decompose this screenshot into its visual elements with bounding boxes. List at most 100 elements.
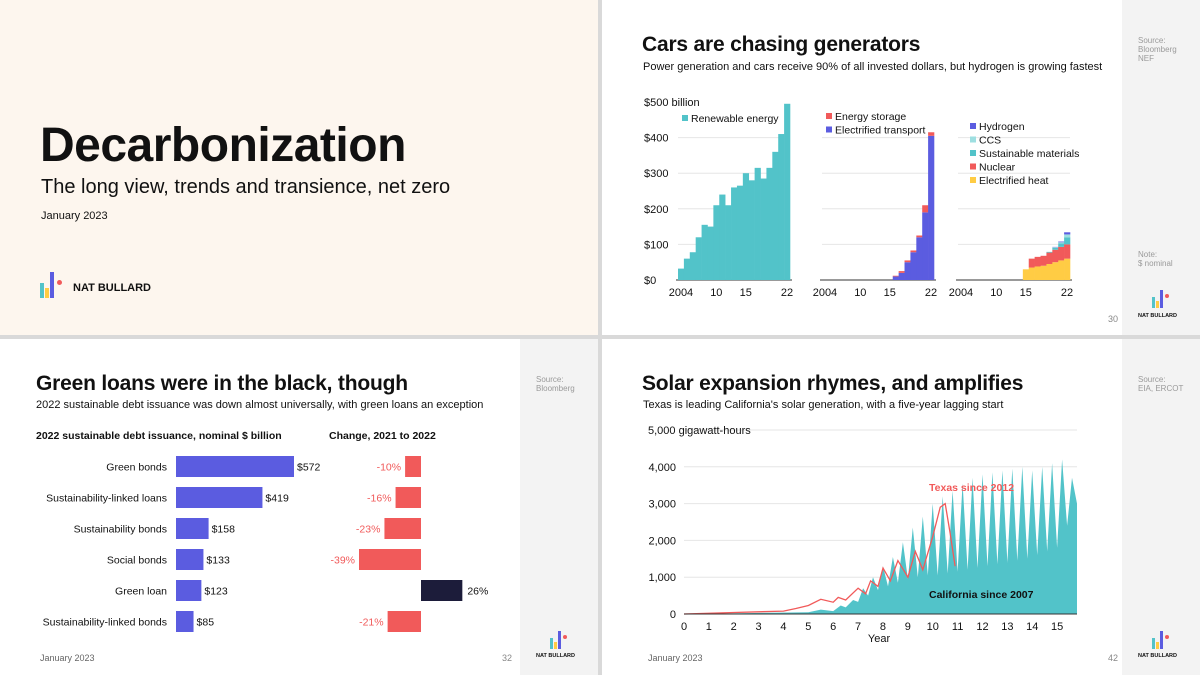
bar-segment [1046, 252, 1053, 264]
category-label: Green loan [115, 586, 167, 598]
legend-swatch [970, 177, 976, 183]
x-tick-label: 10 [854, 287, 866, 299]
change-label: -39% [330, 555, 355, 567]
value-label: $123 [204, 586, 228, 598]
change-bar [421, 580, 463, 601]
bar-segment [1034, 256, 1041, 267]
y-tick-label: 0 [670, 609, 676, 621]
x-tick-label: 9 [905, 621, 911, 633]
bar-segment [928, 135, 935, 280]
x-tick-label: 12 [976, 621, 988, 633]
value-label: $133 [206, 555, 230, 567]
bar-segment [678, 268, 685, 280]
x-tick-label: 2004 [813, 287, 837, 299]
bar-segment [1064, 244, 1071, 259]
y-tick-label: 4,000 [648, 462, 676, 474]
legend-swatch [970, 123, 976, 129]
slide-debt: Source: Bloomberg NAT BULLARD Green loans… [0, 339, 598, 675]
bar-segment [1052, 262, 1059, 280]
change-bar [387, 611, 421, 632]
x-tick-label: 15 [1020, 287, 1032, 299]
x-tick-label: 10 [927, 621, 939, 633]
change-label: 26% [467, 586, 488, 598]
side-rail: Source: EIA, ERCOT NAT BULLARD [1122, 339, 1200, 675]
chart-subtitle: 2022 sustainable debt issuance was down … [36, 399, 484, 411]
debt-chart: 2022 sustainable debt issuance, nominal … [36, 430, 488, 632]
bar-segment [1052, 249, 1059, 263]
bar-segment [742, 173, 750, 280]
x-tick-label: 10 [710, 287, 722, 299]
value-bar [176, 580, 202, 601]
legend-label: Nuclear [979, 162, 1016, 174]
y-tick-label: $400 [644, 133, 668, 145]
bar-segment [928, 132, 935, 136]
value-bar [176, 487, 263, 508]
brand-logo-icon [1152, 288, 1172, 308]
brand-name: NAT BULLARD [536, 653, 576, 659]
category-label: Green bonds [106, 462, 167, 474]
x-tick-label: 13 [1001, 621, 1013, 633]
slide-subtitle: The long view, trends and transience, ne… [41, 176, 451, 198]
x-tick-label: 0 [681, 621, 687, 633]
page-number: 42 [1108, 653, 1119, 663]
bar-segment [1058, 243, 1065, 247]
change-bar [405, 456, 421, 477]
legend-label: Hydrogen [979, 121, 1025, 133]
x-tick-label: 15 [884, 287, 896, 299]
slide-date: January 2023 [40, 653, 95, 663]
x-tick-label: 8 [880, 621, 886, 633]
change-label: -23% [356, 524, 381, 536]
x-tick-label: 1 [706, 621, 712, 633]
investment-chart: $500 billion $0 $100 $200 $300 $400 2004 10 15 22… [644, 97, 1079, 299]
brand-logo-icon [1152, 629, 1172, 649]
x-tick-label: 7 [855, 621, 861, 633]
x-tick-label: 14 [1026, 621, 1038, 633]
bar-segment [1058, 241, 1065, 243]
x-tick-label: 15 [740, 287, 752, 299]
x-tick-label: 5 [805, 621, 811, 633]
bar-segment [784, 103, 791, 280]
title-slide: Decarbonization The long view, trends an… [0, 0, 598, 335]
bar-segment [707, 226, 714, 280]
page-number: 32 [502, 653, 513, 663]
category-label: Sustainability bonds [74, 524, 167, 536]
change-bar [384, 518, 421, 539]
bar-segment [1040, 265, 1047, 280]
chart-title: Cars are chasing generators [642, 33, 921, 56]
value-label: $158 [212, 524, 236, 536]
chart-subtitle: Texas is leading California's solar gene… [643, 399, 1004, 411]
side-rail: Source: Bloomberg NAT BULLARD [520, 339, 598, 675]
y-tick-label: $200 [644, 204, 668, 216]
x-tick-label: 2004 [669, 287, 693, 299]
california-annotation: California since 2007 [929, 589, 1034, 601]
bar-segment [898, 272, 905, 280]
legend-label: Energy storage [835, 111, 906, 123]
category-label: Sustainability-linked bonds [43, 617, 167, 629]
bar-segment [701, 224, 708, 280]
bar-segment [898, 271, 905, 273]
y-tick-label: $0 [644, 275, 656, 287]
bar-segment [748, 180, 755, 280]
bar-segment [754, 167, 761, 280]
slide-date: January 2023 [41, 210, 108, 222]
bar-segment [766, 167, 773, 280]
bar-segment [695, 237, 702, 280]
bar-segment [922, 212, 929, 280]
bar-segment [1058, 246, 1065, 261]
brand-logo-icon [550, 629, 570, 649]
value-bar [176, 611, 194, 632]
x-tick-label: 10 [990, 287, 1002, 299]
chart-subtitle: Power generation and cars receive 90% of… [643, 61, 1103, 73]
legend-swatch [970, 136, 976, 143]
legend-swatch [970, 163, 976, 170]
bar-segment [916, 235, 923, 238]
chart-title: Solar expansion rhymes, and amplifies [642, 372, 1024, 395]
bar-segment [922, 205, 929, 213]
brand-name: NAT BULLARD [1138, 313, 1178, 319]
legend-swatch [826, 126, 832, 133]
bar-segment [689, 252, 696, 280]
bar-segment [1028, 267, 1035, 280]
bar-segment [1064, 258, 1071, 280]
bar-segment [772, 151, 779, 280]
solar-chart: 5,000 gigawatt-hours 0 1,000 2,000 3,000 4,00… [648, 425, 1077, 645]
